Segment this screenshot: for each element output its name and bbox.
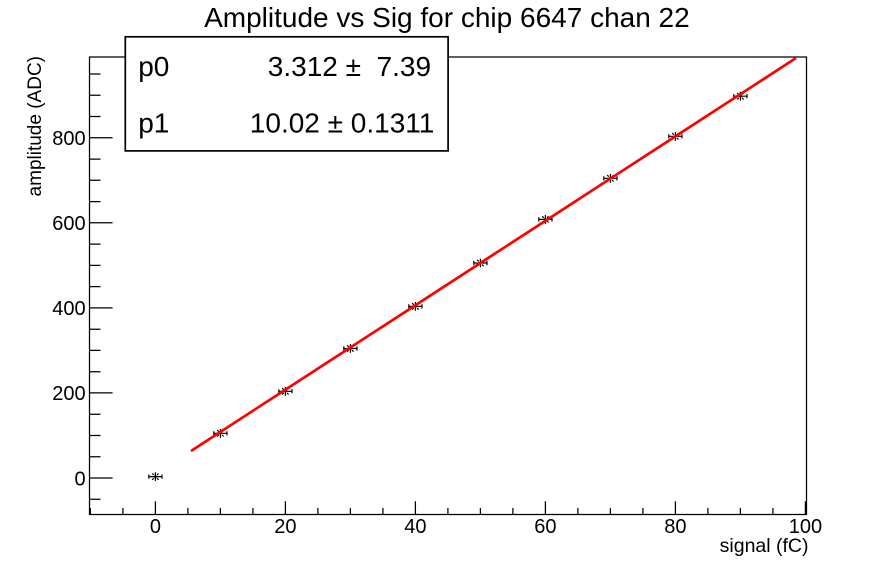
svg-text:0: 0 — [74, 468, 85, 490]
svg-text:20: 20 — [274, 516, 296, 538]
svg-text:amplitude (ADC): amplitude (ADC) — [25, 56, 46, 196]
svg-text:10.02 ± 0.1311: 10.02 ± 0.1311 — [250, 107, 435, 138]
svg-text:p1: p1 — [138, 107, 169, 138]
svg-text:600: 600 — [52, 213, 85, 235]
svg-text:p0: p0 — [138, 51, 169, 82]
svg-text:800: 800 — [52, 128, 85, 150]
svg-text:3.312 ± 7.39: 3.312 ± 7.39 — [268, 51, 431, 82]
svg-text:400: 400 — [52, 298, 85, 320]
svg-text:0: 0 — [150, 516, 161, 538]
svg-text:40: 40 — [404, 516, 426, 538]
svg-text:signal (fC): signal (fC) — [720, 535, 809, 557]
svg-text:Amplitude vs Sig for chip 6647: Amplitude vs Sig for chip 6647 chan 22 — [204, 2, 690, 33]
svg-text:200: 200 — [52, 383, 85, 405]
svg-text:100: 100 — [789, 516, 822, 538]
svg-text:60: 60 — [534, 516, 556, 538]
svg-text:80: 80 — [664, 516, 686, 538]
